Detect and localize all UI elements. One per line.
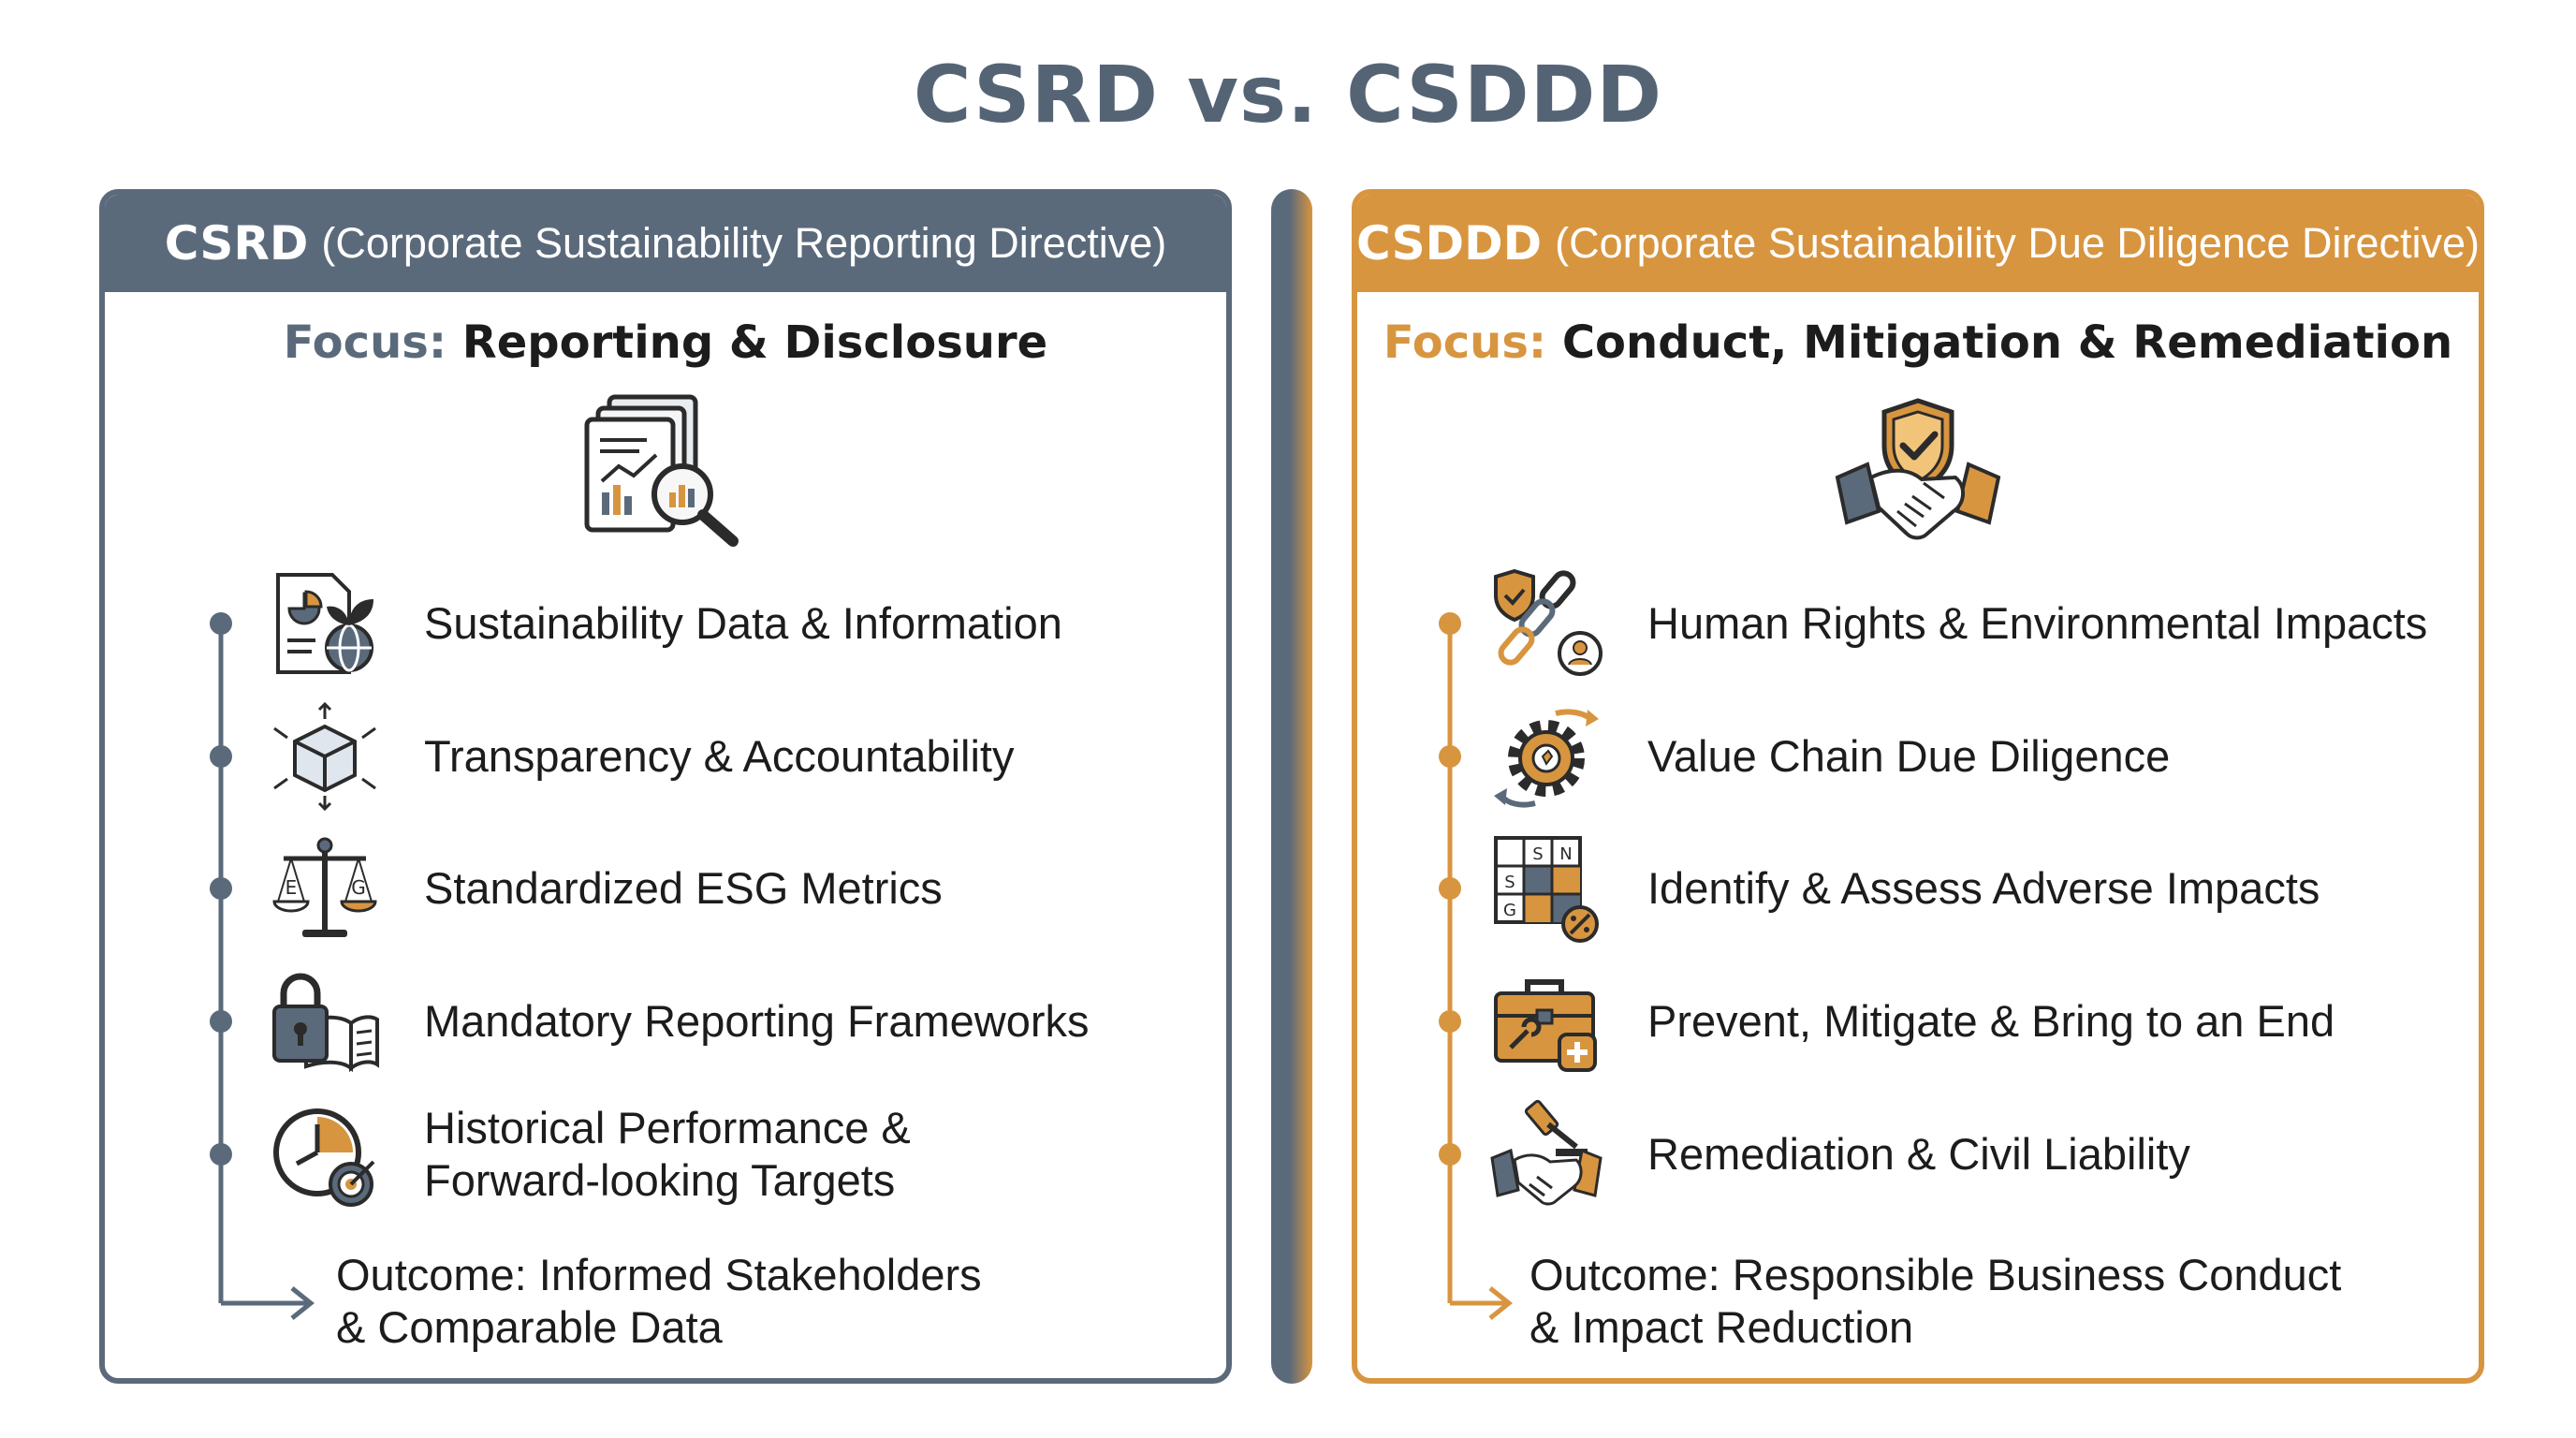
csrd-item-label: Mandatory Reporting Frameworks (424, 996, 1090, 1046)
matrix-letter-s2: S (1504, 873, 1515, 892)
csrd-item: E G Standardized ESG Metrics (105, 828, 1226, 949)
balance-scale-icon: E G (272, 837, 377, 937)
csrd-item-label: Sustainability Data & Information (424, 598, 1062, 648)
csrd-header: CSRD (Corporate Sustainability Reporting… (105, 195, 1226, 292)
lock-book-icon (272, 973, 379, 1073)
csrd-focus-value: Reporting & Disclosure (461, 316, 1048, 369)
csddd-item: Prevent, Mitigate & Bring to an End (1357, 961, 2479, 1082)
csddd-item: Remediation & Civil Liability (1357, 1093, 2479, 1215)
matrix-letter-n: N (1559, 844, 1572, 864)
csrd-focus: Focus: Reporting & Disclosure (105, 316, 1226, 369)
csrd-abbr: CSRD (164, 216, 309, 271)
clock-target-icon (273, 1108, 375, 1207)
csddd-full-name: (Corporate Sustainability Due Diligence … (1555, 219, 2481, 267)
csddd-item-label: Prevent, Mitigate & Bring to an End (1647, 996, 2335, 1046)
csrd-panel: CSRD (Corporate Sustainability Reporting… (99, 189, 1232, 1384)
csrd-hero (105, 391, 1226, 550)
csrd-item-label: Historical Performance & Forward-looking… (424, 1103, 911, 1205)
csrd-item: Transparency & Accountability (105, 696, 1226, 817)
report-magnifier-icon (584, 394, 739, 547)
risk-matrix-icon: S N S G (1494, 836, 1599, 943)
csddd-item: Value Chain Due Diligence (1357, 696, 2479, 817)
csddd-item-label: Value Chain Due Diligence (1647, 731, 2171, 781)
gavel-handshake-icon (1490, 1099, 1603, 1206)
csddd-outcome: Outcome: Responsible Business Conduct & … (1530, 1250, 2342, 1352)
csrd-item: Sustainability Data & Information (105, 563, 1226, 684)
csrd-focus-label: Focus: (283, 316, 447, 369)
shield-handshake-icon (1835, 398, 2001, 540)
shield-chain-person-icon (1494, 568, 1603, 676)
csddd-focus: Focus: Conduct, Mitigation & Remediation (1357, 316, 2479, 369)
csddd-focus-label: Focus: (1383, 316, 1547, 369)
csddd-hero (1357, 391, 2479, 550)
scale-letter-g: G (351, 876, 366, 899)
matrix-letter-s: S (1532, 844, 1543, 864)
toolbox-icon (1494, 979, 1597, 1072)
csddd-focus-value: Conduct, Mitigation & Remediation (1561, 316, 2453, 369)
csddd-item: S N S G Identify & Assess Adverse Impact… (1357, 828, 2479, 949)
csrd-full-name: (Corporate Sustainability Reporting Dire… (321, 219, 1167, 267)
gear-cycle-icon (1494, 709, 1599, 808)
center-divider (1271, 189, 1312, 1384)
csrd-item: Mandatory Reporting Frameworks (105, 961, 1226, 1082)
csddd-item-label: Identify & Assess Adverse Impacts (1647, 863, 2320, 913)
scale-letter-e: E (285, 876, 298, 899)
csddd-abbr: CSDDD (1355, 216, 1543, 271)
csddd-item-label: Remediation & Civil Liability (1647, 1129, 2190, 1179)
csddd-panel: CSDDD (Corporate Sustainability Due Dili… (1352, 189, 2484, 1384)
matrix-letter-g: G (1503, 901, 1516, 920)
csrd-item-label: Transparency & Accountability (424, 731, 1015, 781)
csddd-item: Human Rights & Environmental Impacts (1357, 563, 2479, 684)
report-globe-icon (276, 573, 373, 674)
transparent-cube-icon (273, 701, 376, 812)
csddd-item-label: Human Rights & Environmental Impacts (1647, 598, 2428, 648)
page-title: CSRD vs. CSDDD (913, 49, 1663, 140)
csddd-header: CSDDD (Corporate Sustainability Due Dili… (1357, 195, 2479, 292)
csrd-item-label: Standardized ESG Metrics (424, 863, 943, 913)
csrd-item: Historical Performance & Forward-looking… (105, 1093, 1226, 1215)
csrd-outcome: Outcome: Informed Stakeholders & Compara… (336, 1250, 982, 1352)
